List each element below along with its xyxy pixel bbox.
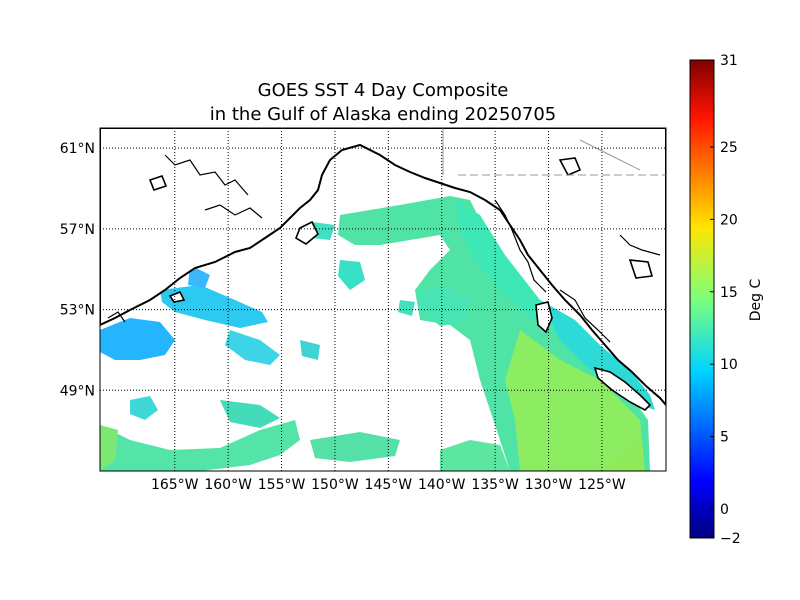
longitude-label: 150°W: [311, 477, 359, 493]
latitude-label: 49°N: [60, 383, 95, 399]
latitude-label: 61°N: [60, 141, 95, 157]
longitude-label: 135°W: [471, 477, 519, 493]
colorbar-tick-label: 20: [720, 212, 738, 228]
map-title-line2: in the Gulf of Alaska ending 20250705: [209, 104, 557, 125]
longitude-labels: 165°W 160°W 155°W 150°W 145°W 140°W 135°W 130°W…: [151, 477, 626, 493]
colorbar-tick-label: 15: [720, 285, 738, 301]
longitude-label: 140°W: [418, 477, 466, 493]
colorbar-tick-label: 31: [720, 53, 738, 69]
colorbar-label: Deg C: [748, 279, 764, 322]
colorbar-tick-label: 25: [720, 140, 738, 156]
islands: [148, 157, 654, 411]
colorbar-tick-label: −2: [720, 531, 741, 547]
borders: [442, 128, 666, 176]
latitude-label: 53°N: [60, 303, 95, 319]
map-frame: [99, 127, 667, 472]
latitude-labels: 61°N 57°N 53°N 49°N: [60, 141, 95, 399]
latitude-label: 57°N: [60, 222, 95, 238]
small-coastline-details: [107, 154, 661, 343]
graticule: [100, 128, 666, 471]
longitude-label: 145°W: [365, 477, 413, 493]
colorbar-tick-label: 0: [720, 502, 729, 518]
colorbar-gradient: [689, 59, 715, 539]
coastlines: [100, 128, 666, 407]
longitude-label: 130°W: [525, 477, 573, 493]
colorbar-ticks: −2 0 5 10 15 20 25 31: [710, 53, 741, 547]
map-title-line1: GOES SST 4 Day Composite: [257, 80, 509, 101]
longitude-label: 155°W: [258, 477, 306, 493]
colorbar-tick-label: 5: [720, 430, 729, 446]
colorbar: −2 0 5 10 15 20 25 31 Deg C: [689, 53, 764, 547]
longitude-label: 125°W: [578, 477, 626, 493]
colorbar-tick-label: 10: [720, 357, 738, 373]
longitude-label: 160°W: [204, 477, 252, 493]
longitude-label: 165°W: [151, 477, 199, 493]
